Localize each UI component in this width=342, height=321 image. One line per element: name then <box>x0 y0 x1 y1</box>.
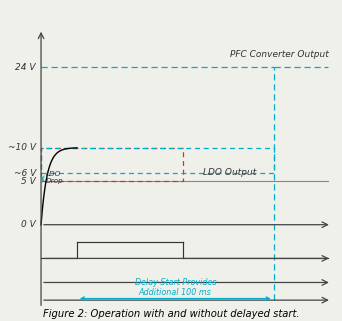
Text: ~10 V: ~10 V <box>8 143 36 152</box>
Text: ~6 V: ~6 V <box>14 169 36 178</box>
Text: 0 V: 0 V <box>21 220 36 229</box>
Text: PFC Converter Output: PFC Converter Output <box>229 50 328 59</box>
Text: LDO
Drop: LDO Drop <box>46 171 64 184</box>
Text: 24 V: 24 V <box>15 63 36 72</box>
Text: LDO Output: LDO Output <box>202 168 256 177</box>
Text: 5 V: 5 V <box>21 177 36 186</box>
Text: Delay Start Provides
Additional 100 ms: Delay Start Provides Additional 100 ms <box>134 278 216 297</box>
Text: Figure 2: Operation with and without delayed start.: Figure 2: Operation with and without del… <box>43 309 299 319</box>
